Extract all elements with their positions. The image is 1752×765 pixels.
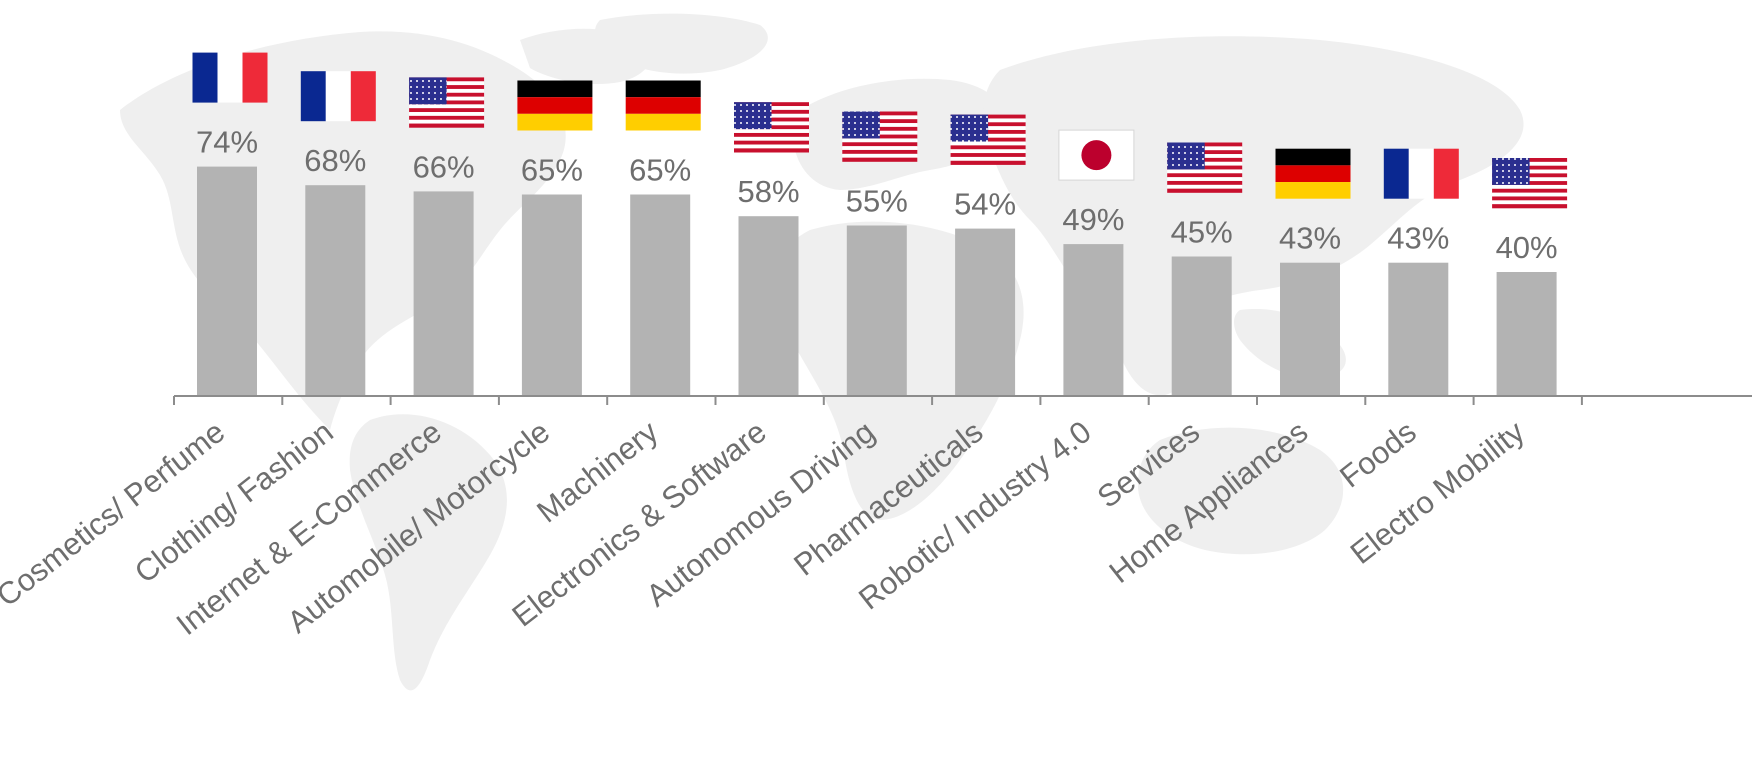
value-label: 43% [1387,221,1449,256]
france-flag-icon [1383,148,1459,199]
value-label: 45% [1171,215,1233,250]
value-label: 55% [846,184,908,219]
usa-flag-icon [409,77,485,128]
value-label: 40% [1496,230,1558,265]
bar-foods [1388,262,1449,396]
usa-flag-icon [1167,142,1243,193]
value-label: 54% [954,187,1016,222]
bar-clothing-fashion [305,185,366,396]
usa-flag-icon [842,111,918,162]
bar-automobile-motorcycle [521,194,582,396]
france-flag-icon [192,52,268,103]
bar-home-appliances [1280,262,1340,396]
value-label: 66% [413,149,475,184]
japan-flag-icon [1058,129,1135,181]
value-label: 49% [1062,202,1124,237]
value-label: 74% [196,125,258,160]
germany-flag-icon [517,80,593,131]
value-label: 68% [304,143,366,178]
bar-electro-mobility [1496,272,1557,396]
bar-internet-e-commerce [413,191,474,396]
usa-flag-icon [734,102,809,153]
bar-pharmaceuticals [955,228,1016,396]
value-label: 65% [629,153,691,188]
bar-electronics-software [738,216,799,396]
germany-flag-icon [625,80,701,131]
bar-services [1171,256,1232,396]
value-label: 65% [521,153,583,188]
bar-cosmetics-perfume [197,166,257,396]
bar-machinery [630,194,691,396]
value-label: 58% [737,174,799,209]
usa-flag-icon [950,114,1026,165]
germany-flag-icon [1275,148,1351,199]
value-label: 43% [1279,221,1341,256]
bar-robotic-industry-4-0 [1063,244,1124,396]
category-label: Foods [1333,414,1422,495]
usa-flag-icon [1492,158,1568,209]
france-flag-icon [300,71,376,122]
bar-autonomous-driving [846,225,907,396]
